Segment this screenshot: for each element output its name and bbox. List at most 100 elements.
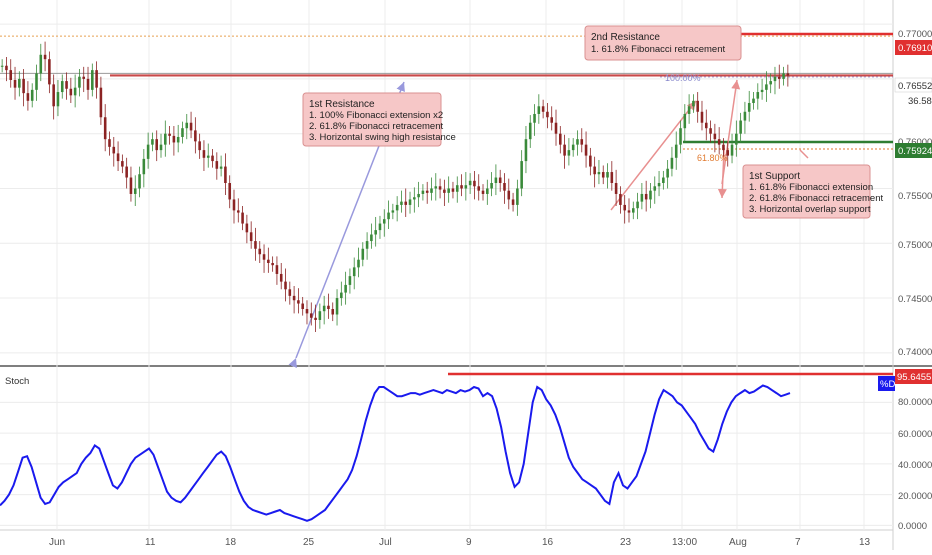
candle-body	[26, 93, 30, 101]
annotation-1st-support: 1st Support 1. 61.8% Fibonacci extension…	[742, 164, 883, 219]
annotation-1st-resistance: 1st Resistance 1. 100% Fibonacci extensi…	[302, 92, 456, 147]
candle-body	[69, 88, 73, 96]
candle-body	[511, 199, 515, 205]
annotation-line: 3. Horizontal overlap support	[749, 204, 871, 215]
candle-body	[520, 161, 523, 189]
current-price: 0.76552	[898, 81, 932, 92]
time-axis: Jun 11 18 25 Jul 9 16 23 13:00 Aug 7 13	[49, 537, 871, 548]
resistance-2-price: 0.76910	[898, 43, 932, 54]
candle-body	[576, 139, 579, 145]
candle-body	[722, 144, 725, 151]
candle-body	[103, 117, 107, 140]
x-tick-label: Aug	[729, 537, 747, 548]
candle-body	[752, 98, 755, 104]
candle-body	[657, 183, 661, 187]
candle-body	[769, 81, 772, 85]
countdown-badge	[905, 93, 932, 107]
annotation-line: 1. 100% Fibonacci extension x2	[309, 110, 443, 121]
candle-body	[636, 201, 639, 209]
candle-body	[108, 139, 111, 147]
fib-label-100: 100.00%	[665, 73, 701, 83]
candle-body	[297, 300, 300, 304]
candle-body	[168, 133, 171, 136]
candle-body	[35, 73, 38, 90]
candle-body	[404, 201, 408, 205]
candle-body	[756, 92, 760, 99]
candle-body	[22, 78, 25, 94]
y-tick-label: 0.75500	[898, 191, 932, 202]
annotation-line: 1. 61.8% Fibonacci retracement	[591, 44, 725, 55]
candle-body	[421, 190, 425, 194]
candle-body	[365, 241, 369, 249]
candle-body	[249, 232, 253, 242]
candle-body	[314, 317, 317, 320]
candle-body	[486, 188, 489, 194]
stoch-price-badge	[895, 369, 932, 384]
candle-body	[713, 133, 717, 140]
candle-body	[48, 59, 51, 85]
candle-body	[537, 106, 541, 114]
support-price: 0.75924	[898, 146, 932, 157]
candle-body	[155, 139, 158, 151]
candle-body	[206, 155, 210, 158]
candle-body	[528, 122, 532, 140]
candle-body	[498, 177, 502, 183]
candle-body	[481, 190, 485, 194]
candle-body	[99, 87, 103, 118]
candle-body	[653, 186, 657, 191]
candle-body	[224, 166, 227, 183]
candle-body	[507, 190, 511, 200]
stoch-d-line	[0, 384, 791, 522]
candle-body	[39, 54, 43, 74]
candle-body	[443, 189, 446, 193]
candle-body	[301, 303, 304, 310]
candle-body	[649, 190, 652, 200]
candle-body	[228, 183, 231, 200]
candle-body	[146, 144, 150, 159]
candle-body	[644, 193, 648, 200]
candle-body	[56, 92, 60, 107]
candle-body	[704, 122, 708, 129]
candle-body	[164, 133, 167, 145]
candle-body	[116, 153, 120, 162]
candle-body	[327, 305, 330, 310]
candle-body	[284, 281, 287, 290]
countdown-value: 36.58	[908, 96, 932, 107]
candle-body	[331, 309, 335, 315]
candle-body	[726, 150, 730, 156]
candle-body	[292, 295, 296, 301]
candle-body	[18, 78, 21, 88]
candle-body	[112, 146, 116, 154]
candle-body	[700, 111, 704, 123]
candle-body	[43, 54, 47, 60]
candle-body	[709, 128, 712, 134]
stoch-title: Stoch	[5, 376, 29, 387]
candle-body	[455, 185, 459, 192]
candle-body	[417, 193, 420, 198]
candle-body	[340, 292, 343, 299]
candle-body	[782, 73, 785, 79]
annotation-title: 1st Resistance	[309, 99, 375, 110]
candle-body	[786, 73, 790, 76]
candle-body	[627, 210, 631, 213]
candle-body	[78, 76, 81, 88]
stoch-legend-badge	[878, 376, 895, 391]
candle-body	[245, 223, 249, 233]
candle-body	[597, 172, 601, 175]
x-tick-label: 13	[859, 537, 871, 548]
candle-body	[606, 172, 609, 178]
candle-body	[322, 305, 326, 312]
candle-body	[202, 150, 206, 158]
candle-body	[5, 65, 8, 71]
candle-body	[571, 144, 575, 151]
projection-arrow-pink	[799, 149, 809, 159]
candle-body	[524, 139, 528, 162]
price-badges: 0.76910 0.76552 36.58 0.75924	[894, 40, 932, 158]
candle-body	[408, 199, 412, 205]
candle-body	[181, 128, 184, 137]
candle-body	[215, 161, 219, 169]
candle-body	[447, 188, 450, 193]
candle-body	[477, 186, 481, 191]
